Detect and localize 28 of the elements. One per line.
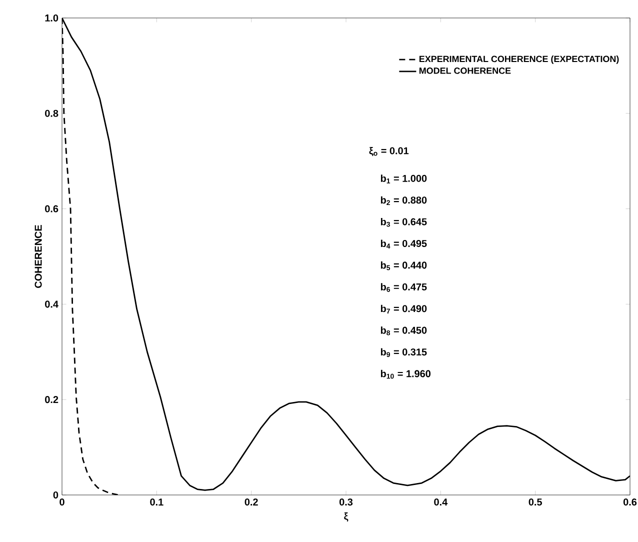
y-tick-label: 0.2 — [45, 396, 58, 404]
y-tick-label: 0.8 — [45, 110, 58, 117]
annotation: b$_{10}$ = 1.960 — [380, 370, 430, 379]
legend-label: EXPERIMENTAL COHERENCE (EXPECTATION) — [419, 56, 619, 64]
x-axis-title: ξ — [344, 512, 348, 522]
x-tick-label: 0.6 — [623, 498, 637, 506]
x-tick-label: 0.4 — [434, 498, 448, 506]
x-tick-label: 0.1 — [150, 498, 164, 506]
annotation: b$_{5}$ = 0.440 — [380, 261, 427, 270]
legend-label: MODEL COHERENCE — [419, 68, 511, 74]
x-tick-label: 0.3 — [339, 498, 353, 506]
annotation: b$_{6}$ = 0.475 — [380, 283, 427, 292]
annotation: b$_{8}$ = 0.450 — [380, 326, 427, 336]
annotation: b$_{2}$ = 0.880 — [380, 196, 427, 206]
annotation: b$_{7}$ = 0.490 — [380, 304, 427, 314]
x-tick-label: 0.2 — [244, 498, 258, 506]
y-axis-title: COHERENCE — [34, 225, 42, 288]
annotation: ξ$_{o}$ = 0.01 — [369, 146, 409, 156]
annotation: b$_{1}$ = 1.000 — [380, 174, 427, 184]
y-tick-label: 0.4 — [45, 300, 58, 308]
y-tick-label: 1.0 — [45, 14, 58, 22]
y-tick-label: 0 — [53, 491, 58, 499]
x-tick-label: 0 — [60, 498, 64, 506]
y-tick-label: 0.6 — [45, 205, 58, 212]
annotation: b$_{4}$ = 0.495 — [380, 240, 427, 248]
annotation: b$_{3}$ = 0.645 — [380, 218, 427, 227]
x-tick-label: 0.5 — [528, 498, 542, 506]
annotation: b$_{9}$ = 0.315 — [380, 348, 427, 357]
